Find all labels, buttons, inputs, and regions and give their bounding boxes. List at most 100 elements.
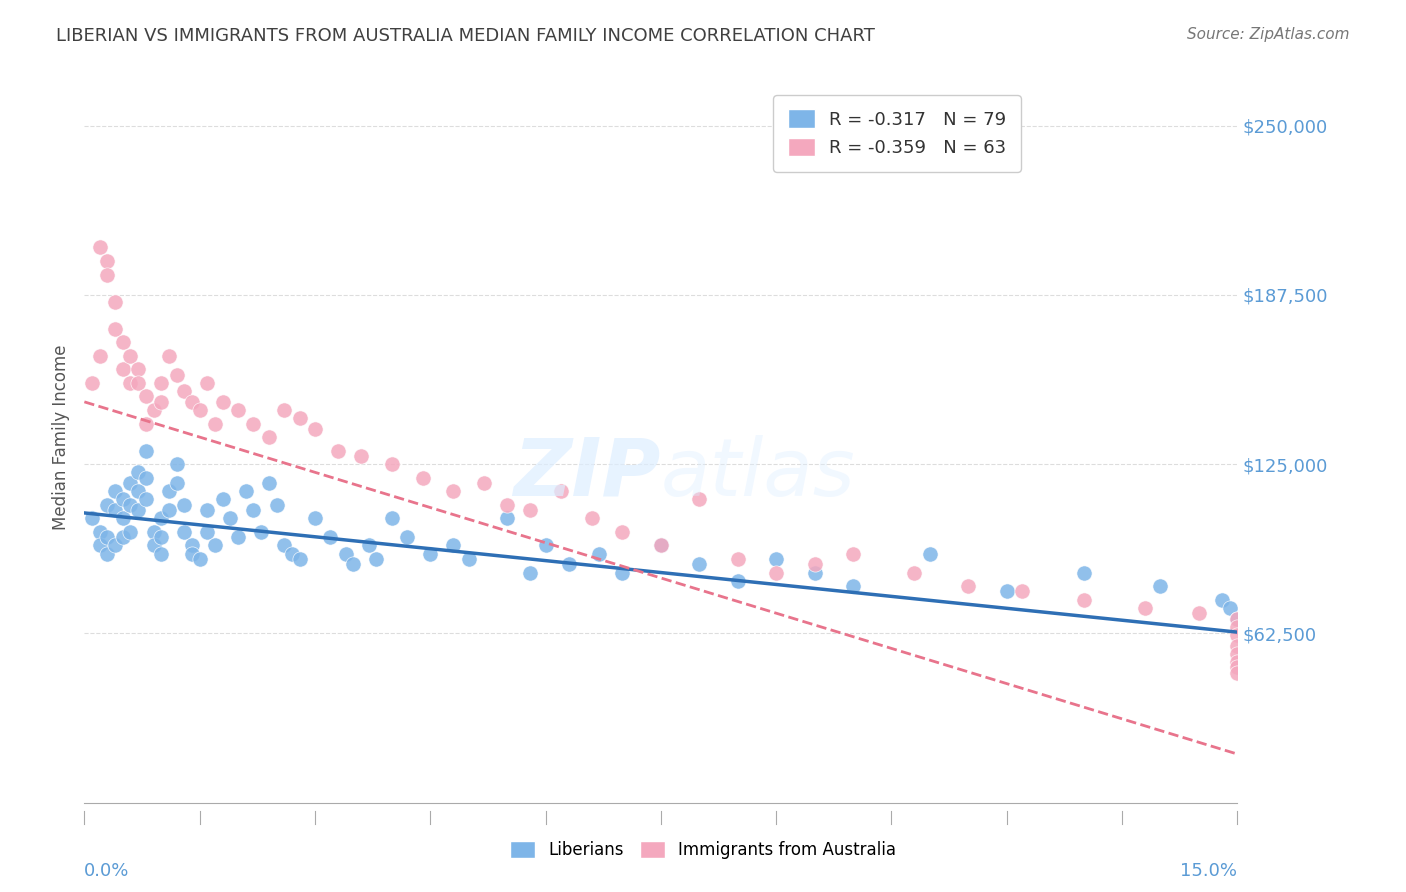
Liberians	[281, 547, 304, 561]
Immigrants from Australia	[1133, 600, 1156, 615]
Liberians	[142, 538, 165, 552]
Liberians	[588, 547, 610, 561]
Liberians	[127, 484, 149, 499]
Liberians	[842, 579, 865, 593]
Liberians	[803, 566, 825, 580]
Liberians	[335, 547, 357, 561]
Immigrants from Australia	[104, 322, 127, 336]
Liberians	[135, 443, 157, 458]
Immigrants from Australia	[120, 376, 142, 390]
Text: atlas: atlas	[661, 434, 856, 513]
Liberians	[1219, 600, 1241, 615]
Immigrants from Australia	[89, 349, 111, 363]
Immigrants from Australia	[204, 417, 226, 431]
Liberians	[219, 511, 242, 525]
Liberians	[157, 503, 180, 517]
Immigrants from Australia	[127, 362, 149, 376]
Liberians	[381, 511, 404, 525]
Liberians	[127, 503, 149, 517]
Immigrants from Australia	[441, 484, 464, 499]
Immigrants from Australia	[1226, 665, 1249, 680]
Liberians	[96, 498, 118, 512]
Immigrants from Australia	[257, 430, 280, 444]
Liberians	[127, 465, 149, 479]
Immigrants from Australia	[842, 547, 865, 561]
Legend: Liberians, Immigrants from Australia: Liberians, Immigrants from Australia	[503, 834, 903, 866]
Immigrants from Australia	[226, 403, 249, 417]
Text: Source: ZipAtlas.com: Source: ZipAtlas.com	[1187, 27, 1350, 42]
Liberians	[650, 538, 672, 552]
Liberians	[120, 498, 142, 512]
Text: 0.0%: 0.0%	[84, 863, 129, 880]
Immigrants from Australia	[142, 403, 165, 417]
Immigrants from Australia	[111, 335, 134, 350]
Liberians	[135, 471, 157, 485]
Liberians	[519, 566, 541, 580]
Immigrants from Australia	[89, 240, 111, 254]
Liberians	[226, 530, 249, 544]
Liberians	[534, 538, 557, 552]
Immigrants from Australia	[135, 389, 157, 403]
Liberians	[150, 530, 173, 544]
Immigrants from Australia	[496, 498, 519, 512]
Liberians	[918, 547, 941, 561]
Immigrants from Australia	[650, 538, 672, 552]
Immigrants from Australia	[688, 492, 710, 507]
Liberians	[142, 524, 165, 539]
Liberians	[80, 511, 103, 525]
Immigrants from Australia	[188, 403, 211, 417]
Immigrants from Australia	[903, 566, 925, 580]
Liberians	[1073, 566, 1095, 580]
Liberians	[188, 552, 211, 566]
Liberians	[1211, 592, 1233, 607]
Liberians	[89, 524, 111, 539]
Liberians	[419, 547, 441, 561]
Liberians	[242, 503, 264, 517]
Immigrants from Australia	[1226, 647, 1249, 661]
Liberians	[173, 498, 195, 512]
Liberians	[235, 484, 257, 499]
Immigrants from Australia	[550, 484, 572, 499]
Liberians	[304, 511, 326, 525]
Immigrants from Australia	[727, 552, 749, 566]
Immigrants from Australia	[1226, 620, 1249, 634]
Liberians	[111, 511, 134, 525]
Liberians	[89, 538, 111, 552]
Immigrants from Australia	[350, 449, 373, 463]
Immigrants from Australia	[135, 417, 157, 431]
Legend: R = -0.317   N = 79, R = -0.359   N = 63: R = -0.317 N = 79, R = -0.359 N = 63	[773, 95, 1021, 171]
Liberians	[727, 574, 749, 588]
Immigrants from Australia	[288, 411, 311, 425]
Immigrants from Australia	[1073, 592, 1095, 607]
Liberians	[366, 552, 388, 566]
Immigrants from Australia	[150, 376, 173, 390]
Y-axis label: Median Family Income: Median Family Income	[52, 344, 70, 530]
Immigrants from Australia	[957, 579, 980, 593]
Immigrants from Australia	[166, 368, 188, 382]
Immigrants from Australia	[381, 457, 404, 471]
Immigrants from Australia	[581, 511, 603, 525]
Immigrants from Australia	[519, 503, 541, 517]
Liberians	[166, 476, 188, 491]
Liberians	[688, 558, 710, 572]
Liberians	[342, 558, 364, 572]
Liberians	[319, 530, 342, 544]
Immigrants from Australia	[120, 349, 142, 363]
Immigrants from Australia	[181, 395, 204, 409]
Liberians	[104, 538, 127, 552]
Liberians	[496, 511, 519, 525]
Liberians	[211, 492, 233, 507]
Liberians	[266, 498, 288, 512]
Immigrants from Australia	[195, 376, 218, 390]
Immigrants from Australia	[472, 476, 495, 491]
Liberians	[135, 492, 157, 507]
Immigrants from Australia	[1226, 655, 1249, 669]
Immigrants from Australia	[612, 524, 634, 539]
Liberians	[96, 530, 118, 544]
Liberians	[250, 524, 273, 539]
Immigrants from Australia	[242, 417, 264, 431]
Liberians	[557, 558, 579, 572]
Liberians	[441, 538, 464, 552]
Liberians	[96, 547, 118, 561]
Immigrants from Australia	[273, 403, 295, 417]
